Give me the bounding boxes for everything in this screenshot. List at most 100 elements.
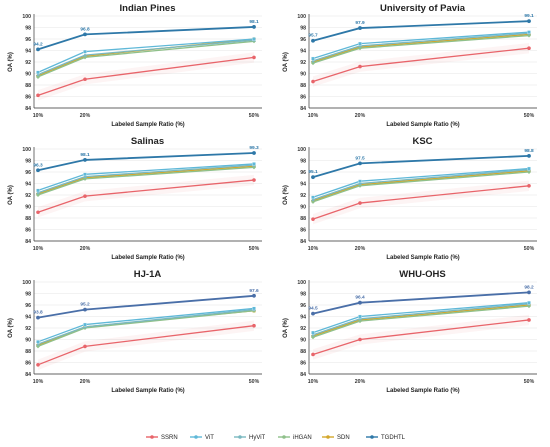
- data-point-vit: [527, 166, 531, 171]
- data-point-ssrn: [311, 352, 315, 357]
- y-tick-label: 86: [25, 227, 31, 233]
- data-label-tgdhtl: 98.8: [524, 148, 534, 154]
- x-axis-label: Labeled Sample Ratio (%): [111, 255, 184, 261]
- x-axis-label: Labeled Sample Ratio (%): [111, 122, 184, 128]
- y-axis-label: OA (%): [8, 185, 14, 205]
- data-point-tgdhtl: [252, 293, 256, 298]
- data-point-vit: [527, 300, 531, 305]
- chart-panel-indian-pines: Indian Pines 84 86 88 90 92 94 96 98 100 10% 20% 50%…: [8, 3, 262, 128]
- y-tick-label: 90: [25, 337, 31, 343]
- data-point-vit: [358, 41, 362, 46]
- data-label-tgdhtl: 93.8: [33, 310, 43, 316]
- data-point-tgdhtl: [36, 168, 40, 173]
- data-label-tgdhtl: 97.6: [249, 288, 259, 294]
- data-point-hyvit: [36, 190, 40, 195]
- y-tick-label: 98: [25, 158, 31, 164]
- y-axis-label: OA (%): [283, 318, 289, 338]
- y-tick-label: 86: [300, 94, 306, 100]
- y-tick-label: 94: [300, 314, 306, 320]
- data-point-vit: [311, 330, 315, 335]
- y-axis-label: OA (%): [283, 52, 289, 72]
- y-axis-label: OA (%): [283, 185, 289, 205]
- data-label-tgdhtl: 97.5: [355, 155, 365, 161]
- data-label-tgdhtl: 96.8: [80, 26, 90, 32]
- legend-label-tgdhtl: TGDHTL: [381, 435, 406, 441]
- series-line-tgdhtl: [312, 291, 530, 315]
- y-tick-label: 90: [300, 204, 306, 210]
- data-point-ssrn: [252, 55, 256, 60]
- y-tick-label: 88: [25, 83, 31, 89]
- data-label-tgdhtl: 99.3: [249, 145, 259, 151]
- ssrn-band: [313, 43, 529, 87]
- y-tick-label: 88: [25, 216, 31, 222]
- data-point-vit: [36, 340, 40, 344]
- data-point-ssrn: [527, 318, 531, 322]
- data-point-ssrn: [527, 184, 531, 188]
- data-point-tgdhtl: [311, 38, 315, 43]
- data-point-ssrn: [311, 217, 315, 221]
- data-point-tgdhtl: [83, 158, 87, 162]
- y-tick-label: 100: [297, 280, 306, 286]
- data-point-ssrn: [36, 363, 40, 367]
- y-tick-label: 98: [300, 25, 306, 31]
- y-tick-label: 100: [297, 14, 306, 20]
- legend: SSRN ViT HyViT iHGAN SDN TGDHTL: [146, 435, 406, 441]
- y-tick-label: 100: [22, 147, 31, 153]
- data-point-ihgan: [311, 199, 315, 204]
- y-tick-label: 88: [300, 83, 306, 89]
- x-tick-label: 10%: [33, 379, 44, 385]
- y-tick-label: 92: [300, 193, 306, 199]
- chart-panel-whu-ohs: WHU-OHS 84 86 88 90 92 94 96 98 100 10% 20% 50% Label…: [283, 269, 537, 394]
- legend-marker-hyvit: [238, 435, 242, 439]
- data-point-ihgan: [83, 176, 87, 181]
- y-tick-label: 98: [300, 158, 306, 164]
- y-tick-label: 88: [300, 216, 306, 222]
- data-point-hyvit: [36, 72, 40, 77]
- data-point-hyvit: [311, 197, 315, 201]
- data-point-ssrn: [311, 79, 315, 84]
- legend-label-vit: ViT: [205, 435, 214, 441]
- legend-marker-tgdhtl: [370, 435, 374, 439]
- y-tick-label: 86: [300, 360, 306, 366]
- x-tick-label: 20%: [355, 246, 366, 252]
- x-tick-label: 20%: [355, 379, 366, 385]
- data-point-hyvit: [311, 58, 315, 63]
- legend-label-ssrn: SSRN: [161, 435, 178, 441]
- data-point-tgdhtl: [527, 19, 531, 24]
- y-tick-label: 94: [300, 48, 306, 54]
- y-tick-label: 92: [25, 193, 31, 199]
- y-tick-label: 96: [300, 170, 306, 176]
- panel-title: Indian Pines: [120, 3, 176, 14]
- legend-marker-vit: [194, 435, 198, 439]
- y-tick-label: 100: [22, 280, 31, 286]
- x-tick-label: 50%: [524, 113, 535, 119]
- x-tick-label: 50%: [524, 246, 535, 252]
- data-point-tgdhtl: [358, 161, 362, 166]
- x-tick-label: 50%: [249, 246, 260, 252]
- data-point-ssrn: [527, 46, 531, 50]
- data-label-tgdhtl: 98.2: [524, 284, 534, 290]
- legend-label-hyvit: HyViT: [249, 435, 266, 441]
- data-point-ssrn: [83, 344, 87, 349]
- x-tick-label: 20%: [80, 246, 91, 252]
- data-point-vit: [358, 179, 362, 183]
- data-point-vit: [252, 162, 256, 166]
- x-tick-label: 20%: [80, 379, 91, 385]
- data-label-tgdhtl: 97.9: [355, 20, 365, 26]
- panel-title: Salinas: [131, 136, 164, 147]
- data-point-tgdhtl: [527, 290, 531, 295]
- data-point-ssrn: [358, 64, 362, 69]
- data-label-tgdhtl: 95.7: [308, 33, 318, 39]
- data-label-tgdhtl: 98.1: [249, 19, 259, 25]
- data-point-tgdhtl: [527, 154, 531, 158]
- x-tick-label: 50%: [249, 113, 260, 119]
- y-tick-label: 96: [300, 37, 306, 43]
- y-tick-label: 94: [25, 48, 31, 54]
- data-label-tgdhtl: 96.4: [355, 295, 365, 301]
- panel-title: University of Pavia: [380, 3, 466, 14]
- series-line-tgdhtl: [37, 26, 255, 51]
- x-tick-label: 20%: [355, 113, 366, 119]
- panel-title: WHU-OHS: [399, 269, 445, 280]
- chart-panel-salinas: Salinas 84 86 88 90 92 94 96 98 100 10% 20% 50% Label…: [8, 136, 262, 261]
